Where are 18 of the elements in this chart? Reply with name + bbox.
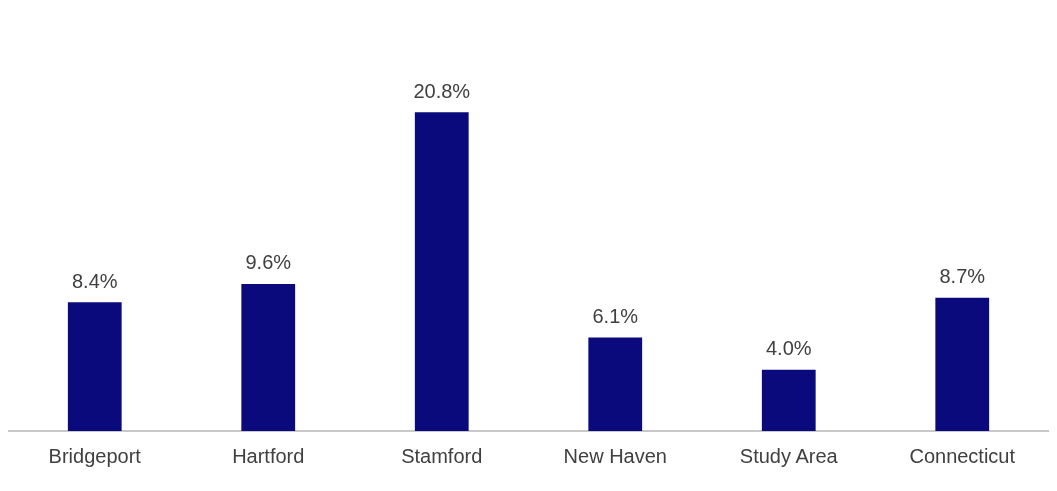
bar	[241, 283, 296, 431]
bar	[414, 112, 469, 431]
x-tick-label: New Haven	[563, 444, 667, 467]
bar	[67, 302, 122, 431]
bar	[588, 337, 643, 431]
data-label: 20.8%	[413, 79, 471, 102]
bar	[935, 297, 990, 431]
x-tick-label: Hartford	[232, 444, 305, 467]
data-label: 8.7%	[939, 265, 986, 288]
bar	[761, 369, 816, 431]
data-label: 8.4%	[71, 269, 118, 292]
data-label: 4.0%	[765, 337, 812, 360]
x-tick-label: Stamford	[401, 444, 483, 467]
x-tick-label: Bridgeport	[48, 444, 142, 467]
data-label: 9.6%	[245, 251, 292, 274]
x-tick-label: Connecticut	[909, 444, 1016, 467]
data-label: 6.1%	[592, 305, 639, 328]
x-tick-label: Study Area	[739, 444, 839, 467]
